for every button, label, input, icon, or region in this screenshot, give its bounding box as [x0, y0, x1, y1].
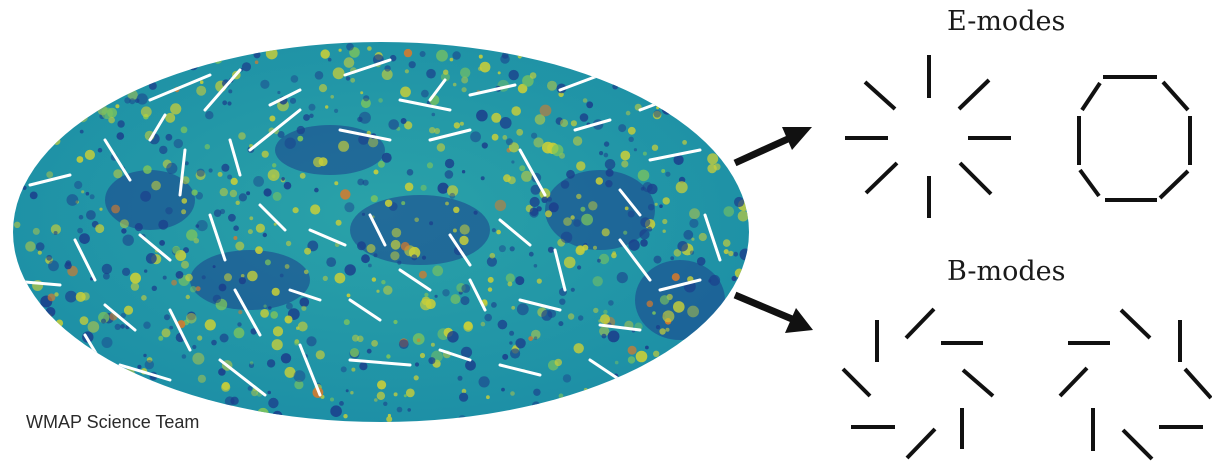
polarization-line: [648, 148, 702, 162]
polarization-line: [308, 228, 347, 247]
polarization-line: [218, 358, 267, 397]
polarization-line: [73, 238, 97, 282]
b-modes-label: B-modes: [947, 256, 1066, 287]
polarization-line: [208, 213, 227, 262]
polarization-line: [118, 363, 172, 382]
polarization-line: [148, 113, 167, 142]
polarization-line: [368, 213, 387, 247]
polarization-line: [258, 203, 287, 232]
polarization-line: [103, 303, 137, 332]
polarization-line: [23, 280, 62, 287]
polarization-line: [398, 268, 432, 292]
polarization-line: [168, 308, 192, 352]
polarization-line: [558, 73, 602, 92]
polarization-line: [348, 298, 382, 322]
polarization-line: [618, 238, 652, 282]
polarization-line: [518, 298, 562, 312]
b-mode-pattern-left: [841, 307, 995, 460]
polarization-line: [203, 68, 242, 112]
polarization-line: [348, 358, 412, 367]
polarization-vectors: [23, 58, 722, 397]
polarization-line: [573, 118, 612, 132]
e-mode-tangential-pattern: [1077, 75, 1192, 202]
polarization-line: [398, 98, 452, 112]
polarization-line: [28, 173, 72, 187]
polarization-line: [268, 88, 302, 107]
polarization-line: [63, 78, 77, 97]
polarization-line: [428, 128, 472, 142]
polarization-line: [448, 233, 472, 267]
polarization-line: [233, 288, 262, 337]
b-mode-pattern-right: [1058, 308, 1212, 461]
polarization-line: [148, 73, 212, 102]
polarization-line: [468, 278, 487, 312]
polarization-line: [498, 218, 532, 247]
polarization-line: [658, 278, 702, 292]
e-modes-label: E-modes: [947, 6, 1066, 37]
image-credit: WMAP Science Team: [26, 412, 200, 432]
polarization-line: [618, 188, 642, 217]
polarization-line: [598, 323, 642, 332]
polarization-line: [688, 118, 722, 127]
polarization-line: [343, 58, 392, 77]
arrow-to-b-modes: [733, 291, 813, 333]
polarization-line: [428, 78, 447, 102]
temperature-fluctuations: [13, 42, 749, 422]
polarization-line: [178, 148, 187, 197]
polarization-line: [518, 148, 547, 197]
polarization-line: [298, 343, 322, 397]
polarization-line: [468, 83, 517, 97]
polarization-line: [138, 233, 172, 262]
polarization-line: [553, 248, 567, 292]
cmb-sky-map: [13, 42, 749, 422]
e-mode-radial-pattern: [845, 55, 1011, 218]
polarization-line: [248, 108, 302, 152]
polarization-line: [498, 363, 542, 377]
polarization-line: [588, 358, 622, 382]
polarization-line: [228, 138, 242, 177]
polarization-line: [438, 348, 472, 362]
polarization-line: [338, 128, 392, 142]
arrow-to-e-modes: [733, 127, 812, 167]
polarization-line: [703, 213, 722, 262]
polarization-line: [288, 288, 322, 302]
polarization-line: [103, 138, 132, 182]
